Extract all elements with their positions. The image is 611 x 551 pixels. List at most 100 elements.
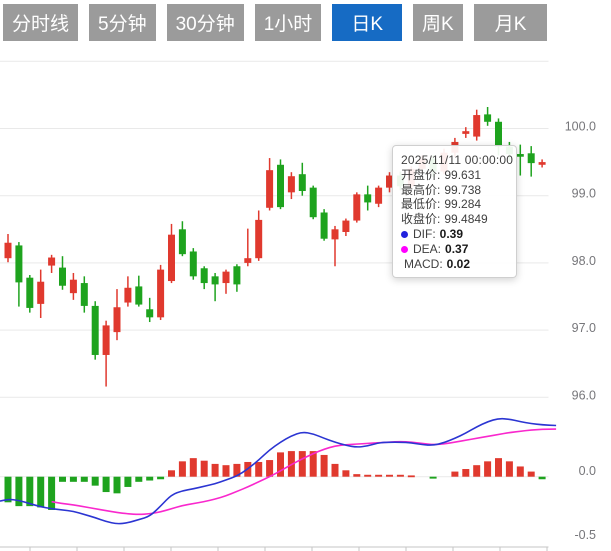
macd-bar (233, 463, 241, 477)
macd-bar (505, 461, 513, 477)
price-axis-label: 99.0 (572, 187, 596, 201)
macd-label: MACD: (404, 256, 443, 271)
tooltip-open-row: 开盘价: 99.631 (401, 168, 508, 183)
macd-bar (124, 476, 132, 487)
price-axis-label: 98.0 (572, 254, 596, 268)
macd-bar (157, 476, 165, 480)
tooltip-dea-row: DEA: 0.37 (401, 242, 508, 257)
open-value: 99.631 (444, 167, 482, 182)
price-tooltip: 2025/11/11 00:00:00 开盘价: 99.631 最高价: 99.73… (392, 145, 517, 279)
macd-bar (364, 474, 372, 477)
candle-body (102, 325, 110, 355)
macd-bar (146, 476, 154, 481)
macd-bar (189, 458, 197, 477)
tab-weekly-k[interactable]: 周K (413, 4, 463, 41)
macd-bar (135, 476, 143, 482)
tab-monthly-k[interactable]: 月K (473, 4, 548, 41)
macd-value: 0.02 (446, 256, 471, 271)
macd-bar (255, 461, 263, 477)
macd-bar (473, 465, 481, 477)
tab-daily-k[interactable]: 日K (332, 4, 402, 41)
macd-bar (386, 474, 393, 477)
macd-bar (353, 474, 361, 477)
price-axis-label: 100.0 (565, 120, 596, 134)
candle-body (331, 229, 339, 240)
macd-bar (211, 463, 219, 477)
tab-5min[interactable]: 5分钟 (89, 4, 156, 41)
tooltip-low-row: 最低价: 99.284 (401, 197, 508, 212)
candle-body (59, 267, 66, 286)
candle-body (69, 279, 77, 294)
candle-body (287, 176, 295, 193)
dea-value: 0.37 (445, 241, 469, 256)
macd-bar (200, 460, 208, 477)
candle-body (124, 287, 132, 303)
tooltip-close-row: 收盘价: 99.4849 (401, 212, 508, 227)
candle-body (277, 164, 284, 208)
tab-1hour[interactable]: 1小时 (254, 4, 322, 41)
macd-bar (26, 476, 34, 507)
dea-dot-icon (401, 245, 408, 253)
macd-bar (331, 463, 339, 477)
close-label: 收盘价: (401, 212, 441, 227)
macd-bar (15, 476, 23, 507)
macd-bar (69, 476, 77, 482)
macd-bar (266, 460, 274, 477)
candle-body (37, 281, 45, 304)
dif-label: DIF: (413, 226, 436, 241)
macd-axis-label: 0.0 (579, 464, 596, 478)
candle-body (178, 229, 186, 255)
candle-body (538, 162, 546, 165)
candle-body (309, 187, 317, 218)
dif-dot-icon (401, 230, 408, 238)
candle-body (255, 219, 263, 259)
tab-minute-line[interactable]: 分时线 (3, 4, 79, 41)
macd-bar (168, 470, 175, 477)
macd-bar (222, 465, 230, 477)
candle-body (146, 309, 154, 318)
candle-body (364, 194, 372, 203)
candle-body (15, 245, 23, 283)
macd-bar (527, 471, 535, 477)
tab-30min[interactable]: 30分钟 (166, 4, 244, 41)
macd-bar (298, 451, 306, 477)
dea-label: DEA: (413, 241, 442, 256)
macd-bar (375, 474, 383, 477)
candle-body (386, 175, 393, 188)
macd-bar (429, 476, 437, 479)
macd-bar (309, 451, 317, 477)
macd-bar (407, 475, 415, 478)
candle-body (342, 220, 350, 232)
macd-bar (178, 461, 186, 477)
low-label: 最低价: (401, 197, 441, 212)
candle-body (353, 194, 361, 221)
candle-body (516, 154, 524, 157)
candle-body (157, 269, 165, 318)
tooltip-high-row: 最高价: 99.738 (401, 183, 508, 198)
macd-bar (451, 471, 459, 477)
open-label: 开盘价: (401, 167, 441, 182)
macd-bar (59, 476, 66, 482)
candle-body (495, 121, 502, 147)
candle-body (320, 212, 328, 239)
candle-body (4, 242, 12, 259)
macd-bar (320, 454, 328, 477)
candle-body (233, 266, 241, 285)
high-value: 99.738 (444, 182, 482, 197)
high-label: 最高价: (401, 182, 441, 197)
candle-body (473, 115, 481, 137)
candle-body (189, 251, 197, 277)
macd-bar (516, 466, 524, 477)
macd-bar (48, 476, 56, 510)
candle-body (168, 234, 175, 282)
dif-line (0, 417, 557, 525)
candle-body (298, 174, 306, 191)
candle-body (375, 187, 383, 204)
candle-body (462, 131, 470, 134)
candle-body (200, 268, 208, 284)
macd-bar (538, 476, 546, 480)
close-value: 99.4849 (444, 212, 488, 227)
